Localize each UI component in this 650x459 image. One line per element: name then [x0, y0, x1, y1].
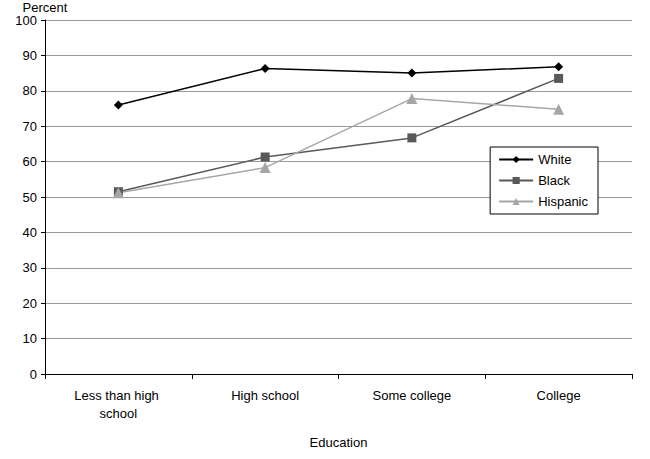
svg-text:80: 80 — [23, 83, 37, 98]
svg-text:Education: Education — [310, 435, 368, 450]
svg-text:Black: Black — [538, 173, 570, 188]
svg-text:100: 100 — [15, 13, 37, 28]
svg-text:White: White — [538, 152, 571, 167]
svg-text:Hispanic: Hispanic — [538, 194, 588, 209]
svg-text:90: 90 — [23, 48, 37, 63]
svg-text:30: 30 — [23, 260, 37, 275]
svg-text:College: College — [537, 388, 581, 403]
svg-text:Some college: Some college — [372, 388, 451, 403]
svg-text:0: 0 — [30, 367, 37, 382]
svg-text:70: 70 — [23, 119, 37, 134]
svg-text:20: 20 — [23, 296, 37, 311]
svg-text:40: 40 — [23, 225, 37, 240]
svg-text:High school: High school — [231, 388, 299, 403]
svg-text:school: school — [100, 406, 138, 421]
svg-text:50: 50 — [23, 190, 37, 205]
svg-text:10: 10 — [23, 331, 37, 346]
svg-text:Less than high: Less than high — [74, 388, 162, 403]
svg-text:60: 60 — [23, 154, 37, 169]
